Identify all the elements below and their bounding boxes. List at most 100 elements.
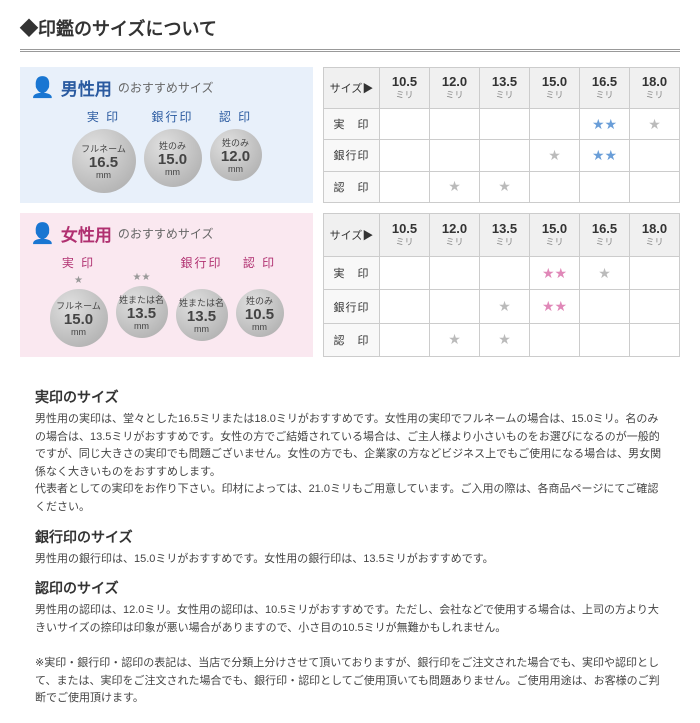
seal-item: 銀行印姓のみ15.0mm (144, 108, 202, 193)
panel-male: 👤男性用のおすすめサイズ実 印フルネーム16.5mm銀行印姓のみ15.0mm認 … (20, 67, 313, 203)
seal-size: 15.0 (158, 152, 187, 167)
row-label: 認 印 (324, 323, 380, 356)
person-icon: 👤 (30, 221, 55, 246)
rating-cell: ★★ (530, 290, 580, 323)
size-col: 13.5ミリ (480, 68, 530, 109)
rating-cell (630, 290, 680, 323)
seal-label: 実 印 (72, 108, 136, 125)
panel-sub: のおすすめサイズ (118, 225, 214, 242)
rating-cell: ★ (480, 290, 530, 323)
size-col: 12.0ミリ (430, 68, 480, 109)
seal-circle: 姓のみ12.0mm (210, 129, 262, 181)
text-body: 男性用の実印は、堂々とした16.5ミリまたは18.0ミリがおすすめです。女性用の… (35, 411, 665, 517)
rating-cell (430, 290, 480, 323)
rating-cell (480, 108, 530, 139)
row-label: 銀行印 (324, 140, 380, 171)
size-col: 18.0ミリ (630, 214, 680, 257)
section-female: 👤女性用のおすすめサイズ実 印★フルネーム15.0mm ★★姓または名13.5m… (20, 213, 680, 357)
seal-label: 銀行印 (144, 108, 202, 125)
size-table: サイズ▶10.5ミリ12.0ミリ13.5ミリ15.0ミリ16.5ミリ18.0ミリ… (323, 213, 680, 357)
seal-item: 認 印姓のみ12.0mm (210, 108, 262, 193)
rating-cell (430, 257, 480, 290)
size-col: 15.0ミリ (530, 214, 580, 257)
text-heading: 実印のサイズ (35, 387, 665, 407)
seal-stars: ★★ (116, 272, 168, 284)
rating-cell (530, 108, 580, 139)
seal-size: 15.0 (64, 312, 93, 327)
rating-cell (580, 290, 630, 323)
row-label: 認 印 (324, 171, 380, 202)
seal-circle: フルネーム15.0mm (50, 289, 108, 347)
seal-circle: フルネーム16.5mm (72, 129, 136, 193)
size-header: サイズ▶ (324, 68, 380, 109)
seal-circle: 姓または名13.5mm (176, 289, 228, 341)
rating-cell: ★ (580, 257, 630, 290)
rating-cell: ★ (430, 323, 480, 356)
seal-stars (176, 275, 228, 287)
seal-size: 16.5 (89, 155, 118, 170)
seal-unit: mm (228, 164, 243, 174)
seal-unit: mm (134, 321, 149, 331)
rating-cell (630, 323, 680, 356)
rating-cell: ★★ (530, 257, 580, 290)
rating-cell (380, 290, 430, 323)
rating-cell (630, 257, 680, 290)
seal-row: 実 印フルネーム16.5mm銀行印姓のみ15.0mm認 印姓のみ12.0mm (30, 108, 303, 193)
rating-cell (380, 171, 430, 202)
seal-circle: 姓または名13.5mm (116, 286, 168, 338)
rating-cell (580, 171, 630, 202)
rating-cell (480, 257, 530, 290)
rating-cell (630, 140, 680, 171)
panel-title: 男性用 (61, 75, 112, 100)
seal-unit: mm (252, 322, 267, 332)
rating-cell (630, 171, 680, 202)
rating-cell (480, 140, 530, 171)
size-header: サイズ▶ (324, 214, 380, 257)
text-body: 男性用の銀行印は、15.0ミリがおすすめです。女性用の銀行印は、13.5ミリがお… (35, 551, 665, 569)
panel-header: 👤女性用のおすすめサイズ (30, 221, 303, 246)
seal-unit: mm (194, 324, 209, 334)
seal-item: 実 印 ★ フルネーム15.0mm (50, 254, 108, 347)
seal-label: 銀行印 (176, 254, 228, 271)
panel-female: 👤女性用のおすすめサイズ実 印★フルネーム15.0mm ★★姓または名13.5m… (20, 213, 313, 357)
size-col: 10.5ミリ (380, 68, 430, 109)
rating-cell (530, 171, 580, 202)
rating-cell (380, 323, 430, 356)
section-male: 👤男性用のおすすめサイズ実 印フルネーム16.5mm銀行印姓のみ15.0mm認 … (20, 67, 680, 203)
title-divider (20, 49, 680, 52)
seal-label: 実 印 (50, 254, 108, 271)
rating-cell (430, 108, 480, 139)
seal-label: 認 印 (210, 108, 262, 125)
size-col: 13.5ミリ (480, 214, 530, 257)
rating-cell (430, 140, 480, 171)
rating-cell (580, 323, 630, 356)
rating-cell: ★ (430, 171, 480, 202)
seal-unit: mm (165, 167, 180, 177)
seal-item: 認 印姓のみ10.5mm (236, 254, 284, 347)
panel-header: 👤男性用のおすすめサイズ (30, 75, 303, 100)
seal-stars (236, 275, 284, 287)
seal-stars: ★ (50, 275, 108, 287)
seal-circle: 姓のみ15.0mm (144, 129, 202, 187)
seal-item: 実 印フルネーム16.5mm (72, 108, 136, 193)
seal-circle: 姓のみ10.5mm (236, 289, 284, 337)
seal-size: 12.0 (221, 149, 250, 164)
person-icon: 👤 (30, 75, 55, 100)
panel-sub: のおすすめサイズ (118, 79, 214, 96)
rating-cell: ★★ (580, 108, 630, 139)
row-label: 銀行印 (324, 290, 380, 323)
seal-size: 13.5 (187, 309, 216, 324)
size-col: 15.0ミリ (530, 68, 580, 109)
panel-title: 女性用 (61, 221, 112, 246)
rating-cell (380, 108, 430, 139)
text-heading: 認印のサイズ (35, 578, 665, 598)
seal-label (116, 254, 168, 268)
seal-row: 実 印★フルネーム15.0mm ★★姓または名13.5mm銀行印姓または名13.… (30, 254, 303, 347)
seal-size: 13.5 (127, 306, 156, 321)
seal-size: 10.5 (245, 307, 274, 322)
main-title: ◆印鑑のサイズについて (20, 15, 680, 41)
size-table: サイズ▶10.5ミリ12.0ミリ13.5ミリ15.0ミリ16.5ミリ18.0ミリ… (323, 67, 680, 203)
size-col: 10.5ミリ (380, 214, 430, 257)
row-label: 実 印 (324, 257, 380, 290)
seal-label: 認 印 (236, 254, 284, 271)
